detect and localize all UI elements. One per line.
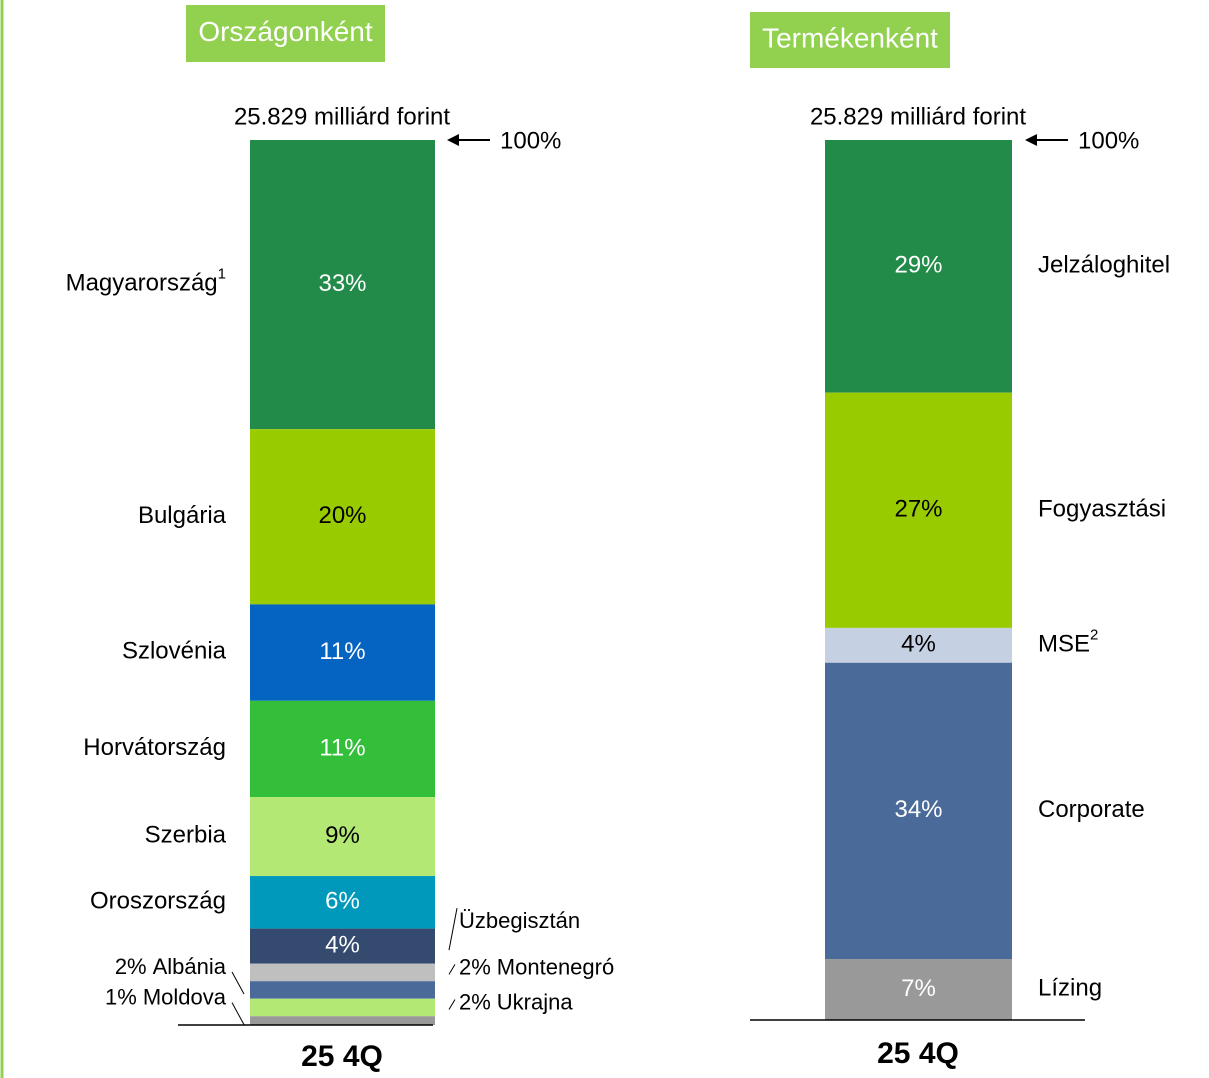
category-label: Horvátország bbox=[83, 734, 226, 761]
category-name: Montenegró bbox=[497, 954, 614, 979]
value-label: 11% bbox=[319, 734, 365, 761]
value-label: 34% bbox=[894, 796, 942, 823]
value-label: 20% bbox=[318, 502, 366, 529]
value-label: 1% bbox=[105, 984, 137, 1009]
bar-segment bbox=[250, 998, 435, 1017]
category-name: Oroszország bbox=[90, 888, 226, 915]
bar-segment bbox=[250, 963, 435, 982]
header-box bbox=[750, 12, 950, 68]
category-name: Jelzáloghitel bbox=[1038, 252, 1170, 279]
bar-segment bbox=[250, 797, 435, 877]
bar-segment bbox=[825, 662, 1012, 960]
top-label: 100% bbox=[1078, 127, 1139, 154]
category-name: Albánia bbox=[153, 954, 227, 979]
footnote-mark: 2 bbox=[1090, 626, 1098, 643]
category-name: Ukrajna bbox=[497, 989, 574, 1014]
bar-segment bbox=[250, 981, 435, 999]
category-name: Szlovénia bbox=[122, 638, 227, 665]
bar-segment bbox=[825, 392, 1012, 628]
bar-segment bbox=[250, 604, 435, 701]
value-label: 4% bbox=[901, 631, 936, 658]
category-name: Szerbia bbox=[145, 822, 227, 849]
bar-segment bbox=[250, 700, 435, 798]
category-name: Magyarország bbox=[66, 270, 218, 297]
category-name: Üzbegisztán bbox=[459, 908, 580, 933]
value-label: 29% bbox=[894, 252, 942, 279]
arrow-head bbox=[447, 134, 459, 146]
bar-segment bbox=[250, 1016, 435, 1025]
value-label: 7% bbox=[901, 975, 936, 1002]
value-label: 2% bbox=[459, 954, 491, 979]
category-name: Fogyasztási bbox=[1038, 496, 1166, 523]
value-label: 4% bbox=[325, 931, 360, 958]
total-label: 25.829 milliárd forint bbox=[810, 103, 1026, 130]
category-label: Magyarország1 bbox=[66, 266, 226, 297]
value-label: 11% bbox=[319, 638, 365, 665]
bar-segment bbox=[250, 876, 435, 929]
value-label: 6% bbox=[325, 888, 360, 915]
leader-line bbox=[448, 964, 456, 975]
category-label: Bulgária bbox=[138, 502, 227, 529]
leader-line bbox=[231, 971, 245, 995]
value-label: 27% bbox=[894, 496, 942, 523]
category-label: Szlovénia bbox=[122, 638, 227, 665]
value-label: 2% bbox=[115, 954, 147, 979]
bar-segment bbox=[825, 140, 1012, 393]
category-label: 1% Moldova bbox=[105, 984, 227, 1009]
arrow-head bbox=[1025, 134, 1037, 146]
top-label: 100% bbox=[500, 127, 561, 154]
leader-line bbox=[448, 999, 456, 1010]
bar-segment bbox=[250, 928, 435, 964]
bar-segment bbox=[250, 429, 435, 605]
category-name: Lízing bbox=[1038, 975, 1102, 1002]
value-label: 33% bbox=[318, 270, 366, 297]
leader-line bbox=[448, 908, 458, 951]
category-label: Jelzáloghitel bbox=[1038, 252, 1170, 279]
category-label: Üzbegisztán bbox=[459, 908, 580, 933]
category-name: MSE bbox=[1038, 631, 1090, 658]
category-label: 2% Montenegró bbox=[459, 954, 614, 979]
bar-segment bbox=[825, 627, 1012, 663]
chart-title: Országonként bbox=[198, 16, 373, 47]
category-label: Fogyasztási bbox=[1038, 496, 1166, 523]
category-name: Moldova bbox=[143, 984, 227, 1009]
bar-segment bbox=[250, 140, 435, 430]
leader-line bbox=[231, 1002, 245, 1025]
category-label: 2% Ukrajna bbox=[459, 989, 573, 1014]
category-name: Bulgária bbox=[138, 502, 227, 529]
category-label: Corporate bbox=[1038, 796, 1145, 823]
category-label: 2% Albánia bbox=[115, 954, 227, 979]
value-label: 9% bbox=[325, 822, 360, 849]
category-name: Horvátország bbox=[83, 734, 226, 761]
header-box bbox=[186, 5, 385, 62]
total-label: 25.829 milliárd forint bbox=[234, 103, 450, 130]
x-label: 25 4Q bbox=[877, 1037, 959, 1070]
chart-title: Termékenként bbox=[762, 22, 938, 53]
category-label: Szerbia bbox=[145, 822, 227, 849]
category-label: Oroszország bbox=[90, 888, 226, 915]
x-label: 25 4Q bbox=[301, 1040, 383, 1073]
bar-segment bbox=[825, 959, 1012, 1020]
footnote-mark: 1 bbox=[218, 266, 226, 283]
category-name: Corporate bbox=[1038, 796, 1145, 823]
category-label: MSE2 bbox=[1038, 626, 1098, 657]
category-label: Lízing bbox=[1038, 975, 1102, 1002]
value-label: 2% bbox=[459, 989, 491, 1014]
